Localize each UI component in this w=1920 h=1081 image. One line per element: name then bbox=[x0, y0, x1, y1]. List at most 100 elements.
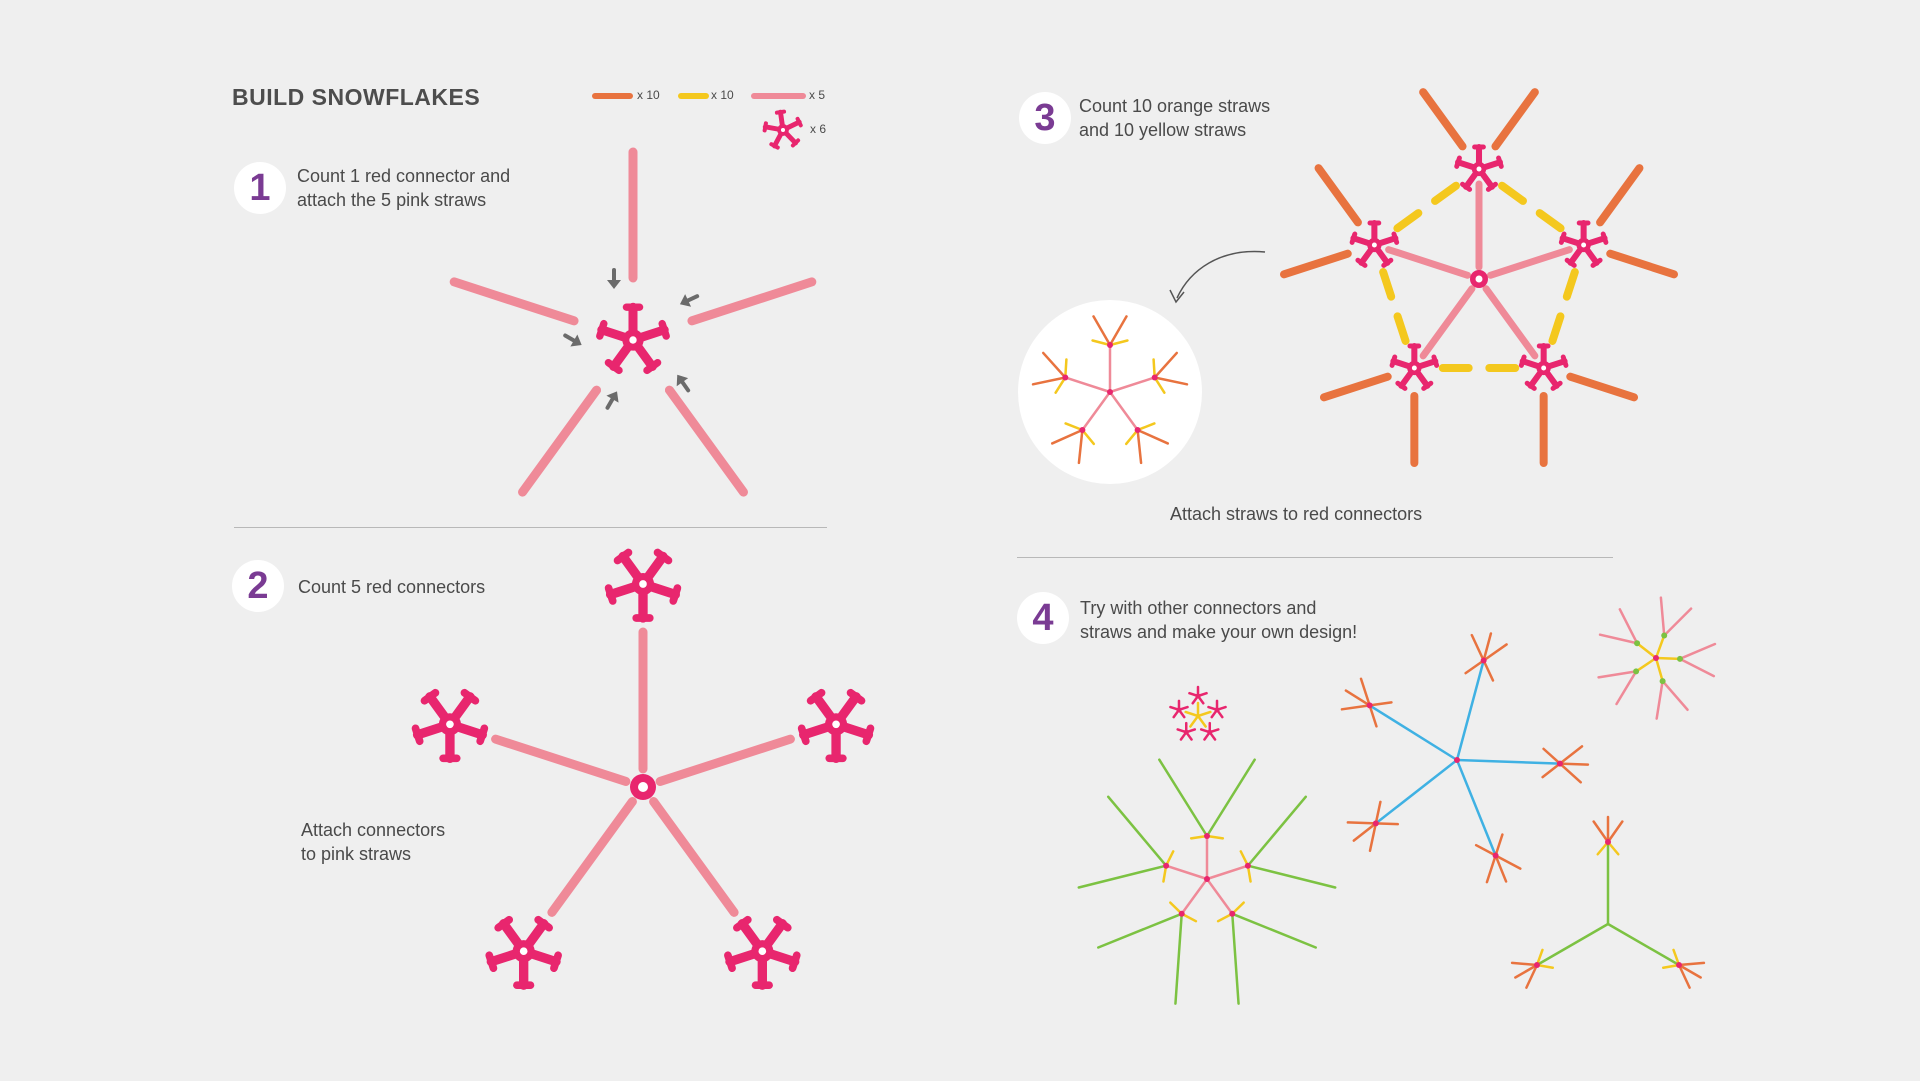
blue-flake-orange-straw bbox=[1352, 822, 1378, 842]
blue-flake-orange-straw bbox=[1482, 632, 1493, 662]
inset-yellow-straw bbox=[1054, 376, 1067, 394]
inset-orange-straw bbox=[1077, 428, 1084, 465]
connector-hole bbox=[639, 580, 647, 588]
pink-flake-pink-straw bbox=[1678, 642, 1717, 661]
red-connector-1 bbox=[1454, 143, 1504, 192]
connector-hole bbox=[446, 720, 454, 729]
pink-flake-green-connector bbox=[1634, 640, 1641, 647]
connector-arm-tip bbox=[1518, 354, 1527, 368]
step-1-badge: 1 bbox=[234, 162, 286, 214]
connector-arm-tip bbox=[724, 951, 736, 973]
pink-flake-pink-straw bbox=[1615, 670, 1638, 706]
pink-flake-pink-straw bbox=[1659, 596, 1666, 637]
connector-hole bbox=[758, 947, 767, 956]
green-straw bbox=[1205, 758, 1256, 838]
green-straw bbox=[1231, 912, 1240, 1005]
connector-arm-tip bbox=[420, 688, 440, 705]
pink-flake-pink-straw bbox=[1661, 679, 1689, 711]
blue-flake-connector bbox=[1492, 852, 1499, 859]
inset-orange-straw bbox=[1031, 376, 1067, 386]
connector-arm-tip bbox=[769, 142, 780, 150]
arrow-head bbox=[606, 391, 619, 403]
connector-arm-tip bbox=[795, 116, 803, 128]
pink-straw-4 bbox=[547, 797, 637, 917]
green-flake-pink-straw bbox=[1164, 864, 1209, 881]
connector-arm-tip bbox=[669, 584, 682, 605]
inset-yellow-straw bbox=[1064, 422, 1084, 432]
connector-arm-tip bbox=[485, 951, 498, 973]
connector-arm-tip bbox=[733, 915, 752, 932]
inset-yellow-straw bbox=[1064, 358, 1068, 379]
pink-flake-pink-straw bbox=[1598, 633, 1639, 645]
connector-arm-tip bbox=[1560, 354, 1569, 368]
blue-flake-orange-straw bbox=[1464, 659, 1485, 675]
connector-arm-tip bbox=[772, 915, 792, 932]
legend-swatches bbox=[592, 93, 806, 150]
center-connector-hole bbox=[638, 782, 648, 792]
blue-flake-orange-straw bbox=[1374, 822, 1400, 826]
attach-arrow bbox=[607, 268, 621, 289]
step-2-badge: 2 bbox=[232, 560, 284, 612]
blue-flake-orange-straw bbox=[1374, 800, 1382, 825]
inset-connector bbox=[1062, 374, 1069, 381]
connector-hole bbox=[1411, 365, 1417, 371]
connector-hole bbox=[1541, 365, 1547, 371]
connector-arm-tip bbox=[1590, 257, 1603, 268]
tri-connector bbox=[1533, 962, 1540, 968]
connector-arm-tip bbox=[790, 138, 801, 148]
attach-arrow bbox=[676, 374, 691, 393]
inset-pink-straw bbox=[1081, 390, 1112, 432]
legend-orange-count: x 10 bbox=[637, 88, 660, 102]
red-connector-5 bbox=[411, 688, 489, 763]
blue-flake-connector bbox=[1556, 760, 1563, 767]
connector-arm-tip bbox=[643, 358, 662, 375]
step-4-badge: 4 bbox=[1017, 592, 1069, 644]
tiny-yellow-straw bbox=[1184, 710, 1200, 718]
divider-step-1 bbox=[234, 527, 827, 528]
connector-arm-tip bbox=[1600, 231, 1609, 245]
connector-arm-tip bbox=[658, 319, 670, 340]
connector-arm-tip bbox=[411, 724, 424, 746]
tiny-yellow-straw bbox=[1196, 710, 1212, 718]
green-straw bbox=[1097, 912, 1183, 949]
tri-orange-straw bbox=[1510, 961, 1539, 967]
inset-connector bbox=[1079, 427, 1086, 434]
pink-flake-yellow-straw bbox=[1654, 634, 1666, 660]
connector-arm-tip bbox=[1524, 380, 1537, 391]
tiny-connector-hub bbox=[1183, 729, 1189, 735]
tri-connector bbox=[1605, 839, 1611, 845]
connector-arm-tip bbox=[1454, 155, 1462, 169]
blue-flake-orange-straw bbox=[1541, 762, 1562, 779]
orange-straw bbox=[1491, 88, 1539, 151]
inset-yellow-straw bbox=[1136, 422, 1156, 432]
pink-flake-yellow-straw bbox=[1654, 656, 1664, 683]
yellow-straw bbox=[1379, 268, 1396, 301]
inset-yellow-straw bbox=[1152, 358, 1156, 379]
arrow-head bbox=[676, 374, 689, 387]
pink-flake-pink-straw bbox=[1678, 657, 1716, 678]
blue-flake-orange-straw bbox=[1558, 762, 1582, 784]
tri-orange-straw bbox=[1525, 963, 1539, 989]
step-1-diagram bbox=[449, 147, 817, 497]
green-straw bbox=[1107, 795, 1168, 867]
inset-orange-straw bbox=[1092, 315, 1112, 347]
pink-straw-5 bbox=[449, 277, 579, 326]
center-connector-hole bbox=[1475, 275, 1483, 283]
connector-arm-tip bbox=[1391, 231, 1400, 245]
inset-pink-straw bbox=[1064, 376, 1112, 394]
connector-arm-tip bbox=[550, 951, 562, 973]
connector-arm-tip bbox=[862, 724, 875, 746]
pink-flake-yellow-straw bbox=[1635, 641, 1658, 660]
connector-arm-tip bbox=[653, 548, 673, 565]
connector-arm-tip bbox=[797, 724, 810, 746]
yellow-straw bbox=[1393, 312, 1410, 345]
attach-arrow bbox=[605, 391, 619, 410]
inset-orange-straw bbox=[1153, 376, 1189, 386]
orange-straw bbox=[1314, 164, 1362, 227]
connector-arm-tip bbox=[1431, 354, 1440, 368]
connector-arm-tip bbox=[1421, 380, 1434, 391]
tri-connector bbox=[1676, 962, 1683, 968]
pink-flake-pink-straw bbox=[1618, 608, 1639, 645]
page-title: BUILD SNOWFLAKES bbox=[232, 84, 481, 110]
